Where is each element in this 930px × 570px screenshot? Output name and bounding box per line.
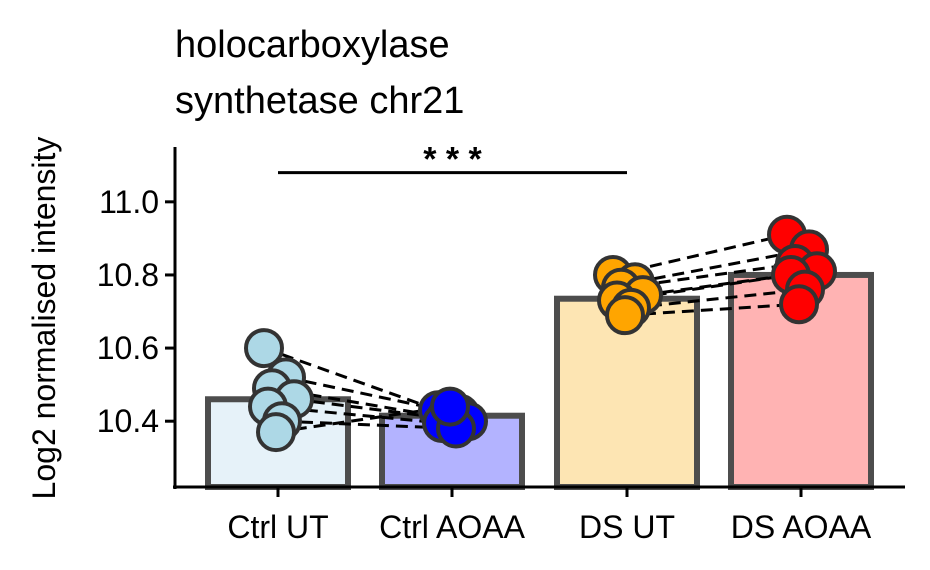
pair-line <box>281 419 457 431</box>
pair-line <box>275 405 451 434</box>
data-point <box>779 284 819 325</box>
bar-ds-aoaa <box>728 271 874 491</box>
chart-title: holocarboxylase synthetase chr21 <box>175 24 464 122</box>
data-point <box>244 328 284 369</box>
pair-line <box>293 397 469 423</box>
chart-title-line-1: holocarboxylase <box>175 24 450 66</box>
x-tick-label: Ctrl UT <box>227 509 328 545</box>
y-tick-label: 10.6 <box>97 330 159 366</box>
x-tick-label: DS AOAA <box>731 509 872 545</box>
y-tick-label: 10.8 <box>97 257 159 293</box>
pair-line <box>285 375 461 416</box>
axes-layer: 10.4 10.6 10.8 11.0 Ctrl UT Ctrl AOAA DS UT DS … <box>97 147 905 545</box>
points-layer <box>244 214 837 453</box>
pair-line <box>634 247 810 284</box>
y-tick-label: 11.0 <box>99 184 159 220</box>
data-point <box>256 412 296 453</box>
x-tick-label: Ctrl AOAA <box>379 509 525 545</box>
data-point <box>430 386 470 427</box>
y-tick-label: 10.4 <box>97 403 159 439</box>
significance-layer: * * * <box>278 141 627 179</box>
pair-line <box>263 346 439 412</box>
chart-title-line-2: synthetase chr21 <box>175 80 464 122</box>
x-tick-label: DS UT <box>579 509 675 545</box>
y-axis-label: Log2 normalised intensity <box>26 137 62 500</box>
pair-line <box>624 302 800 317</box>
data-point <box>605 295 645 336</box>
significance-label: * * * <box>423 141 482 179</box>
